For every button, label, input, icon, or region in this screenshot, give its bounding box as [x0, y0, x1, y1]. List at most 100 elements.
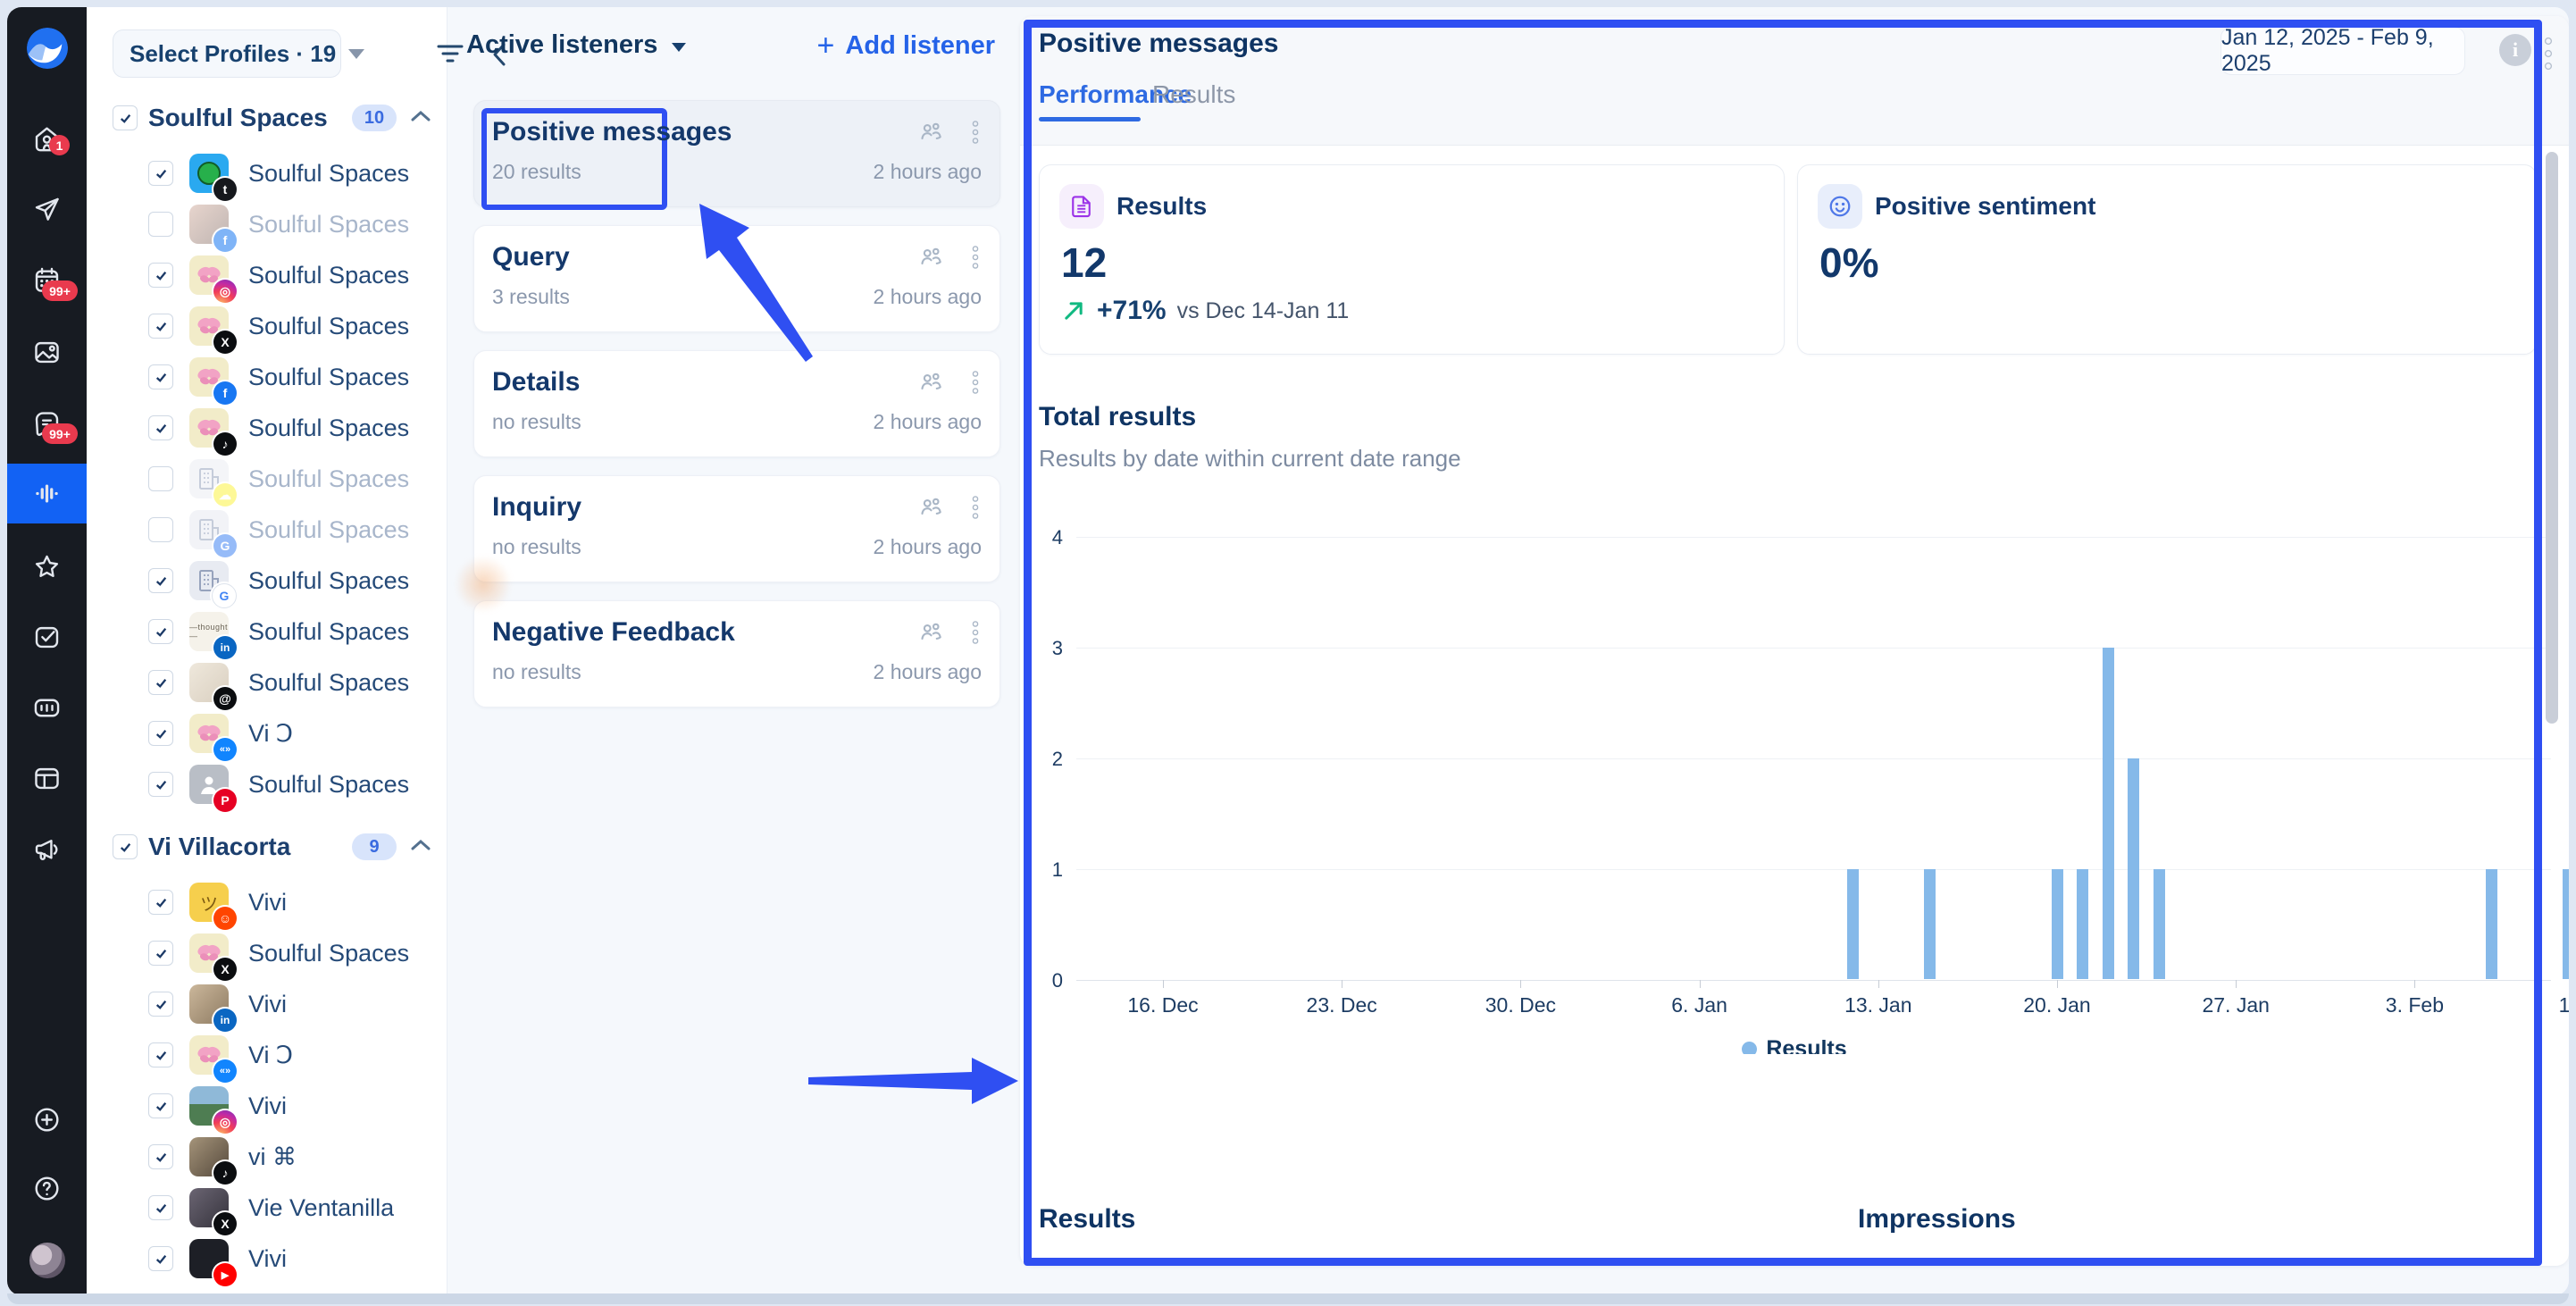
sidebar-profile-avatar[interactable]	[7, 1232, 87, 1289]
profile-avatar: ツ ☺	[189, 883, 237, 930]
profile-checkbox[interactable]	[148, 314, 173, 339]
add-listener-label: Add listener	[845, 30, 995, 60]
listener-card-negative-feedback[interactable]: Negative Feedback no results 2 hours ago	[473, 600, 1000, 707]
group-checkbox[interactable]	[113, 105, 138, 130]
listener-results-count: 20 results	[492, 160, 581, 183]
active-listeners-dropdown[interactable]: Active listeners	[466, 30, 687, 60]
profile-row[interactable]: G Soulful Spaces	[87, 556, 447, 608]
filter-icon[interactable]	[435, 41, 465, 71]
horizontal-scrollbar[interactable]	[7, 1293, 2569, 1304]
sidebar-item-calendar[interactable]: 99+	[7, 251, 87, 308]
tab-performance[interactable]: Performance	[1039, 80, 1192, 108]
profile-row[interactable]: G Soulful Spaces	[87, 505, 447, 557]
sidebar-item-advocacy[interactable]	[7, 820, 87, 877]
profile-name: Soulful Spaces	[248, 770, 410, 798]
date-range-picker[interactable]: Jan 12, 2025 - Feb 9, 2025	[2221, 25, 2465, 76]
vista-social-logo[interactable]	[27, 28, 68, 69]
profile-checkbox[interactable]	[148, 212, 173, 237]
sidebar-item-reports[interactable]	[7, 679, 87, 736]
profile-row[interactable]: «» Vi Ↄ	[87, 708, 447, 761]
profile-row[interactable]: X Soulful Spaces	[87, 928, 447, 981]
vertical-scrollbar-thumb[interactable]	[2546, 152, 2558, 724]
tab-results[interactable]: Results	[1152, 80, 1236, 108]
profile-checkbox[interactable]	[148, 1195, 173, 1220]
profile-row[interactable]: ◎ Soulful Spaces	[87, 250, 447, 303]
profile-checkbox[interactable]	[148, 670, 173, 695]
listener-card-positive-messages[interactable]: Positive messages 20 results 2 hours ago	[473, 100, 1000, 210]
profile-checkbox[interactable]	[148, 466, 173, 491]
profile-row[interactable]: «» Vi Ↄ	[87, 1030, 447, 1083]
tasks-icon	[35, 626, 59, 648]
kebab-menu-icon[interactable]	[971, 495, 980, 520]
profile-checkbox[interactable]	[148, 941, 173, 966]
add-listener-button[interactable]: + Add listener	[817, 30, 995, 61]
profile-group-header[interactable]: Vi Villacorta 9	[87, 825, 447, 868]
profile-row[interactable]: ♪ Soulful Spaces	[87, 403, 447, 456]
kebab-menu-icon[interactable]	[971, 120, 980, 145]
profile-checkbox[interactable]	[148, 1246, 173, 1271]
profile-checkbox[interactable]	[148, 1042, 173, 1067]
profile-checkbox[interactable]	[148, 772, 173, 797]
profile-checkbox[interactable]	[148, 364, 173, 389]
profile-row[interactable]: P Soulful Spaces	[87, 759, 447, 812]
sidebar-item-reviews[interactable]	[7, 538, 87, 595]
profile-row[interactable]: f Soulful Spaces	[87, 199, 447, 252]
kebab-menu-icon[interactable]	[971, 370, 980, 395]
profile-row[interactable]: f Soulful Spaces	[87, 352, 447, 405]
profile-row[interactable]: X Soulful Spaces	[87, 301, 447, 354]
assigned-profiles-icon[interactable]	[917, 369, 944, 396]
listener-card-details[interactable]: Details no results 2 hours ago	[473, 350, 1000, 457]
listener-card-inquiry[interactable]: Inquiry no results 2 hours ago	[473, 475, 1000, 582]
profile-checkbox[interactable]	[148, 517, 173, 542]
profile-checkbox[interactable]	[148, 992, 173, 1017]
sidebar-help-button[interactable]	[7, 1159, 87, 1217]
profile-row[interactable]: t Soulful Spaces	[87, 148, 447, 201]
x-axis-label: 10. Feb	[2558, 993, 2569, 1017]
x-axis-tick	[1163, 980, 1164, 988]
sidebar-item-tasks[interactable]	[7, 608, 87, 666]
kebab-menu-icon[interactable]	[2544, 36, 2553, 71]
sidebar-item-home[interactable]: 1	[7, 110, 87, 167]
chevron-up-icon[interactable]	[411, 839, 431, 856]
profile-checkbox[interactable]	[148, 1093, 173, 1118]
profile-row[interactable]: ◎ Vivi	[87, 1081, 447, 1134]
profile-row[interactable]: ツ ☺ Vivi	[87, 877, 447, 930]
info-icon[interactable]: i	[2499, 34, 2531, 66]
profile-checkbox[interactable]	[148, 1144, 173, 1169]
sidebar-item-listening[interactable]	[7, 465, 87, 522]
sidebar-add-button[interactable]	[7, 1091, 87, 1148]
sidebar-item-publish[interactable]	[7, 180, 87, 238]
sidebar-item-media[interactable]	[7, 323, 87, 381]
sidebar-item-boards[interactable]	[7, 749, 87, 807]
profile-checkbox[interactable]	[148, 568, 173, 593]
profile-row[interactable]: ♪ vi ⌘	[87, 1132, 447, 1185]
group-checkbox[interactable]	[113, 834, 138, 859]
chevron-up-icon[interactable]	[411, 110, 431, 127]
profile-row[interactable]: in Vivi	[87, 979, 447, 1032]
listener-card-query[interactable]: Query 3 results 2 hours ago	[473, 225, 1000, 332]
cursor-highlight	[455, 556, 512, 613]
assigned-profiles-icon[interactable]	[917, 119, 944, 146]
profile-checkbox[interactable]	[148, 721, 173, 746]
profile-selector[interactable]: Select Profiles · 19	[113, 29, 365, 78]
profile-name: Soulful Spaces	[248, 312, 410, 339]
kebab-menu-icon[interactable]	[971, 245, 980, 270]
profile-row[interactable]: ▶ Vivi	[87, 1234, 447, 1286]
kebab-menu-icon[interactable]	[971, 620, 980, 645]
profile-row[interactable]: ☁ Soulful Spaces	[87, 454, 447, 506]
profile-group-header[interactable]: Soulful Spaces 10	[87, 96, 447, 139]
profile-checkbox[interactable]	[148, 619, 173, 644]
profile-checkbox[interactable]	[148, 263, 173, 288]
assigned-profiles-icon[interactable]	[917, 244, 944, 271]
assigned-profiles-icon[interactable]	[917, 619, 944, 646]
collapse-panel-icon[interactable]	[489, 41, 510, 72]
assigned-profiles-icon[interactable]	[917, 494, 944, 521]
profile-checkbox[interactable]	[148, 890, 173, 915]
profile-row[interactable]: X Vie Ventanilla	[87, 1183, 447, 1235]
profile-checkbox[interactable]	[148, 415, 173, 440]
sidebar-item-inbox[interactable]: 99+	[7, 394, 87, 451]
profile-row[interactable]: @ Soulful Spaces	[87, 657, 447, 710]
butterfly-avatar-art	[197, 419, 221, 436]
profile-row[interactable]: —thought— in Soulful Spaces	[87, 607, 447, 659]
profile-checkbox[interactable]	[148, 161, 173, 186]
